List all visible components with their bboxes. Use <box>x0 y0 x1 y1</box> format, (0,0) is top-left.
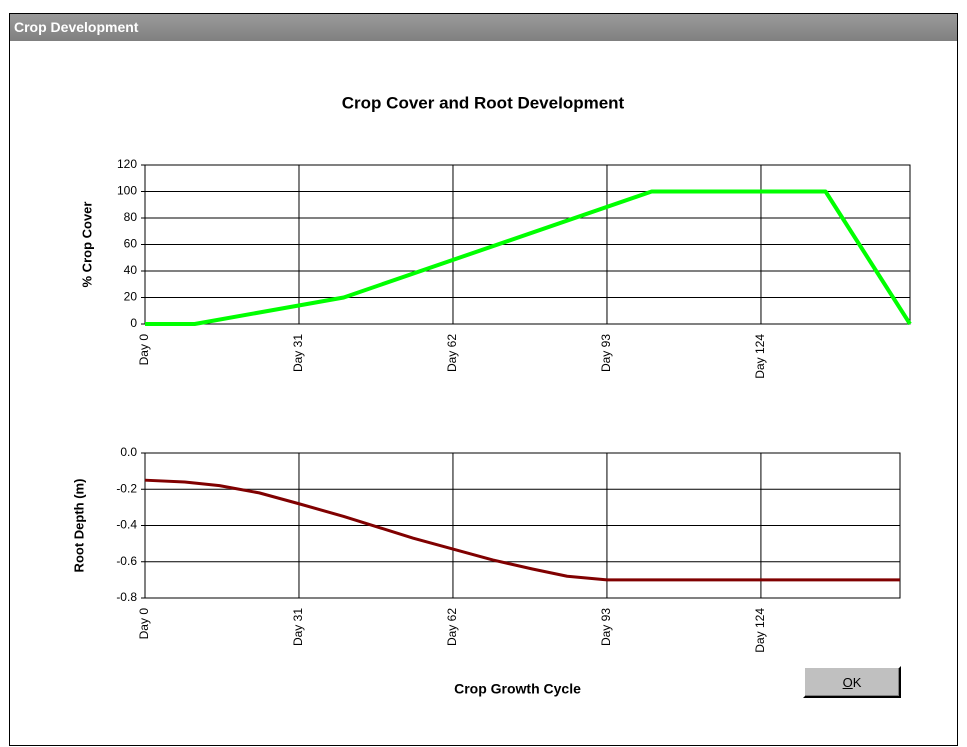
ok-button[interactable]: OK <box>803 666 901 698</box>
x-axis-label: Crop Growth Cycle <box>454 681 581 697</box>
x-tick-label: Day 62 <box>445 334 459 372</box>
button-label: OK <box>842 674 862 690</box>
window-title: Crop Development <box>14 19 139 35</box>
title-bar: Crop Development <box>10 14 957 41</box>
data-line <box>145 189 912 326</box>
plot-frame <box>144 452 901 599</box>
chart-title: Crop Cover and Root Development <box>342 93 625 112</box>
y-tick-label: 0.0 <box>120 445 137 459</box>
y-tick-label: -0.8 <box>116 590 137 604</box>
y-tick-label: 40 <box>124 263 138 277</box>
x-tick-label: Day 0 <box>137 608 151 640</box>
x-tick-label: Day 124 <box>753 334 767 379</box>
x-tick-label: Day 124 <box>753 608 767 653</box>
y-tick-label: 0 <box>130 316 137 330</box>
x-tick-label: Day 93 <box>599 334 613 372</box>
y-tick-label: 100 <box>117 184 137 198</box>
y-axis-label: Root Depth (m) <box>71 479 86 573</box>
y-tick-label: -0.2 <box>116 481 137 495</box>
data-line <box>144 478 900 582</box>
x-tick-label: Day 62 <box>445 608 459 646</box>
window: Crop Development <box>9 13 958 746</box>
x-tick-label: Day 93 <box>599 608 613 646</box>
x-tick-label: Day 0 <box>137 334 151 366</box>
y-tick-label: -0.6 <box>116 554 137 568</box>
x-tick-label: Day 31 <box>291 334 305 372</box>
y-tick-label: 120 <box>117 157 137 171</box>
plot-frame <box>144 164 911 325</box>
y-tick-label: 80 <box>124 210 138 224</box>
x-tick-label: Day 31 <box>291 608 305 646</box>
y-tick-label: 60 <box>124 237 138 251</box>
y-axis-label: % Crop Cover <box>79 202 94 288</box>
y-tick-label: 20 <box>124 290 138 304</box>
y-tick-label: -0.4 <box>116 518 137 532</box>
